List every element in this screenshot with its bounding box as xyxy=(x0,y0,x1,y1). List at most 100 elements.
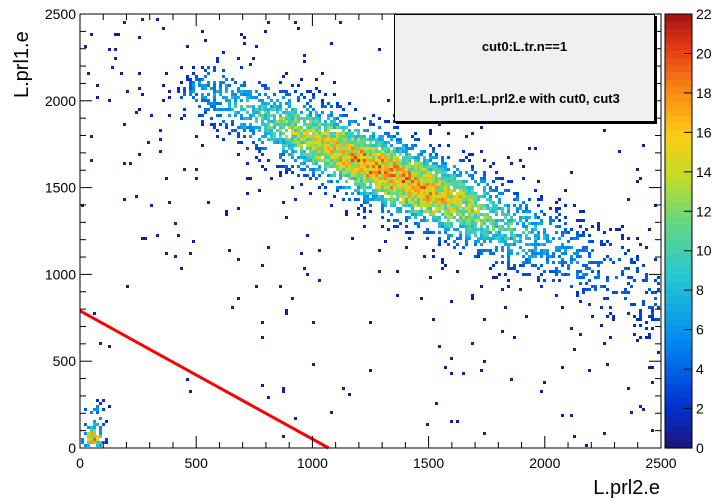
density-cell xyxy=(444,231,447,234)
density-cell xyxy=(534,249,537,252)
density-cell xyxy=(387,198,390,201)
density-cell xyxy=(309,153,312,156)
density-cell xyxy=(651,381,654,384)
density-cell xyxy=(108,99,111,102)
density-cell xyxy=(417,183,420,186)
density-cell xyxy=(279,126,282,129)
density-cell xyxy=(399,210,402,213)
density-cell xyxy=(138,153,141,156)
density-cell xyxy=(90,135,93,138)
density-cell xyxy=(351,138,354,141)
density-cell xyxy=(423,159,426,162)
density-cell xyxy=(324,186,327,189)
density-cell xyxy=(366,192,369,195)
density-cell xyxy=(255,120,258,123)
density-cell xyxy=(384,168,387,171)
density-cell xyxy=(369,186,372,189)
density-cell xyxy=(195,135,198,138)
density-cell xyxy=(534,243,537,246)
density-cell xyxy=(261,321,264,324)
density-cell xyxy=(294,141,297,144)
density-cell xyxy=(354,180,357,183)
density-cell xyxy=(312,108,315,111)
density-cell xyxy=(447,144,450,147)
density-cell xyxy=(372,138,375,141)
density-cell xyxy=(396,294,399,297)
density-cell xyxy=(195,75,198,78)
density-cell xyxy=(303,120,306,123)
density-cell xyxy=(633,303,636,306)
density-cell xyxy=(351,162,354,165)
density-cell xyxy=(180,117,183,120)
density-cell xyxy=(405,144,408,147)
density-cell xyxy=(408,147,411,150)
density-cell xyxy=(321,171,324,174)
density-cell xyxy=(435,216,438,219)
density-cell xyxy=(288,99,291,102)
density-cell xyxy=(444,264,447,267)
density-cell xyxy=(339,141,342,144)
density-cell xyxy=(651,429,654,432)
density-cell xyxy=(378,183,381,186)
density-cell xyxy=(414,195,417,198)
density-cell xyxy=(513,204,516,207)
density-cell xyxy=(471,228,474,231)
density-cell xyxy=(168,96,171,99)
density-cell xyxy=(558,270,561,273)
density-cell xyxy=(276,138,279,141)
density-cell xyxy=(537,276,540,279)
palette-segment xyxy=(665,100,692,109)
density-cell xyxy=(606,297,609,300)
density-cell xyxy=(393,171,396,174)
density-cell xyxy=(240,141,243,144)
density-cell xyxy=(495,195,498,198)
density-cell xyxy=(225,123,228,126)
density-cell xyxy=(435,192,438,195)
density-cell xyxy=(537,222,540,225)
density-cell xyxy=(384,153,387,156)
density-cell xyxy=(606,276,609,279)
density-cell xyxy=(468,237,471,240)
density-cell xyxy=(204,99,207,102)
density-cell xyxy=(417,171,420,174)
density-cell xyxy=(357,162,360,165)
density-cell xyxy=(444,216,447,219)
density-cell xyxy=(306,234,309,237)
density-cell xyxy=(408,153,411,156)
density-cell xyxy=(324,168,327,171)
density-cell xyxy=(429,189,432,192)
density-cell xyxy=(525,228,528,231)
palette-tick-label: 6 xyxy=(696,322,704,338)
density-cell xyxy=(213,84,216,87)
density-cell xyxy=(342,174,345,177)
density-cell xyxy=(558,261,561,264)
density-cell xyxy=(306,108,309,111)
density-cell xyxy=(321,102,324,105)
density-cell xyxy=(198,81,201,84)
density-cell xyxy=(522,249,525,252)
density-cell xyxy=(300,135,303,138)
density-cell xyxy=(351,135,354,138)
density-cell xyxy=(528,222,531,225)
density-cell xyxy=(360,162,363,165)
density-cell xyxy=(558,246,561,249)
density-cell xyxy=(360,153,363,156)
density-cell xyxy=(651,309,654,312)
density-cell xyxy=(378,144,381,147)
density-cell xyxy=(270,135,273,138)
density-cell xyxy=(447,243,450,246)
density-cell xyxy=(642,408,645,411)
density-cell xyxy=(384,165,387,168)
density-cell xyxy=(186,78,189,81)
density-cell xyxy=(288,144,291,147)
density-cell xyxy=(618,150,621,153)
density-cell xyxy=(408,177,411,180)
density-cell xyxy=(312,147,315,150)
density-cell xyxy=(384,204,387,207)
density-cell xyxy=(480,285,483,288)
density-cell xyxy=(450,300,453,303)
density-cell xyxy=(312,135,315,138)
density-cell xyxy=(516,252,519,255)
density-cell xyxy=(468,189,471,192)
density-cell xyxy=(210,117,213,120)
